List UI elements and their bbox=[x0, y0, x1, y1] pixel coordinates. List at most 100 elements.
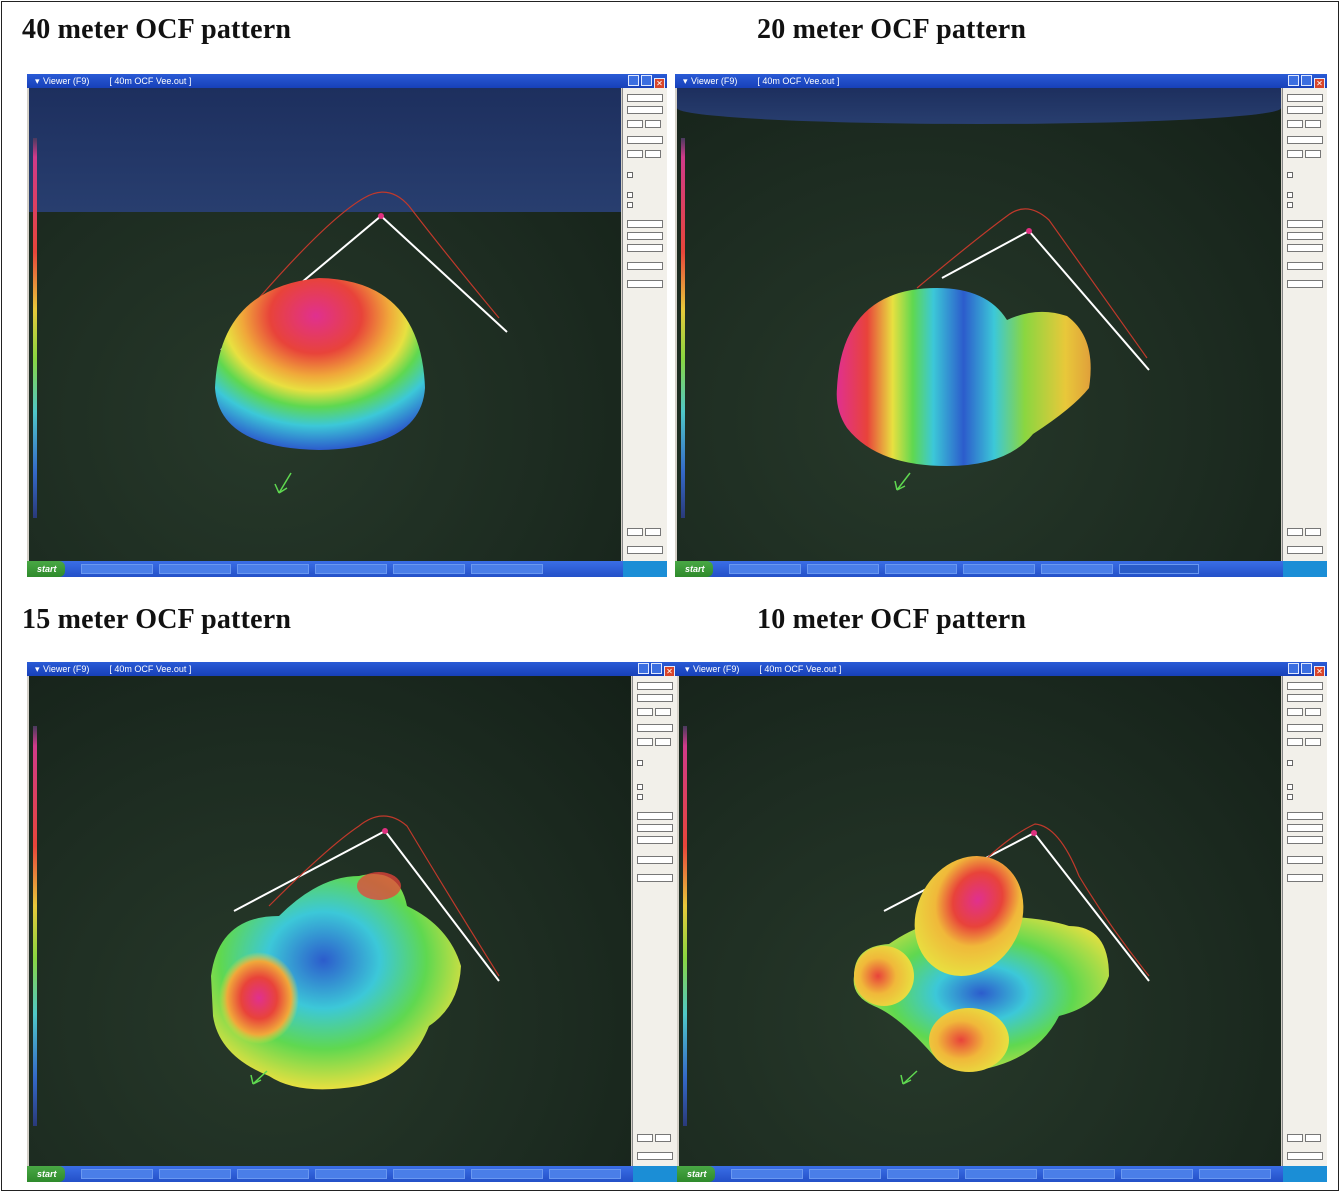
checkbox[interactable] bbox=[1287, 192, 1293, 198]
control-box[interactable] bbox=[637, 738, 653, 746]
dropdown[interactable] bbox=[1287, 262, 1323, 270]
control-box[interactable] bbox=[637, 724, 673, 732]
checkbox[interactable] bbox=[627, 172, 633, 178]
maximize-icon[interactable] bbox=[1301, 75, 1312, 86]
control-box[interactable] bbox=[1305, 1134, 1321, 1142]
taskbar-item[interactable] bbox=[237, 564, 309, 574]
taskbar-item[interactable] bbox=[237, 1169, 309, 1179]
taskbar-item[interactable] bbox=[315, 1169, 387, 1179]
control-box[interactable] bbox=[655, 1134, 671, 1142]
window-menu-icon[interactable]: ▾ bbox=[35, 664, 40, 674]
control-box[interactable] bbox=[637, 682, 673, 690]
checkbox[interactable] bbox=[637, 760, 643, 766]
taskbar-item[interactable] bbox=[731, 1169, 803, 1179]
control-box[interactable] bbox=[1287, 724, 1323, 732]
dropdown[interactable] bbox=[637, 856, 673, 864]
viewer-titlebar[interactable]: ▾ Viewer (F9)[ 40m OCF Vee.out ] ✕ bbox=[677, 662, 1327, 677]
maximize-icon[interactable] bbox=[651, 663, 662, 674]
minimize-icon[interactable] bbox=[638, 663, 649, 674]
taskbar-item[interactable] bbox=[809, 1169, 881, 1179]
taskbar-item[interactable] bbox=[81, 1169, 153, 1179]
control-box[interactable] bbox=[637, 1134, 653, 1142]
dropdown[interactable] bbox=[627, 262, 663, 270]
dropdown[interactable] bbox=[627, 232, 663, 240]
checkbox[interactable] bbox=[1287, 760, 1293, 766]
taskbar-item[interactable] bbox=[963, 564, 1035, 574]
control-box[interactable] bbox=[1287, 280, 1323, 288]
dropdown[interactable] bbox=[1287, 232, 1323, 240]
control-box[interactable] bbox=[1287, 528, 1303, 536]
control-box[interactable] bbox=[645, 528, 661, 536]
dropdown[interactable] bbox=[1287, 244, 1323, 252]
control-box[interactable] bbox=[1287, 708, 1303, 716]
taskbar-item[interactable] bbox=[1041, 564, 1113, 574]
start-button[interactable]: start bbox=[677, 1166, 715, 1182]
checkbox[interactable] bbox=[1287, 794, 1293, 800]
control-box[interactable] bbox=[627, 528, 643, 536]
control-box[interactable] bbox=[655, 738, 671, 746]
control-box[interactable] bbox=[1305, 120, 1321, 128]
taskbar-item[interactable] bbox=[159, 564, 231, 574]
3d-viewport[interactable] bbox=[29, 88, 621, 561]
control-box[interactable] bbox=[627, 136, 663, 144]
control-box[interactable] bbox=[1287, 682, 1323, 690]
taskbar-item[interactable] bbox=[807, 564, 879, 574]
minimize-icon[interactable] bbox=[1288, 75, 1299, 86]
taskbar-item[interactable] bbox=[1121, 1169, 1193, 1179]
control-box[interactable] bbox=[627, 94, 663, 102]
dropdown[interactable] bbox=[637, 812, 673, 820]
taskbar-item[interactable] bbox=[965, 1169, 1037, 1179]
taskbar-item[interactable] bbox=[1119, 564, 1199, 574]
taskbar-item[interactable] bbox=[393, 564, 465, 574]
taskbar-item[interactable] bbox=[393, 1169, 465, 1179]
taskbar-item[interactable] bbox=[1043, 1169, 1115, 1179]
control-box[interactable] bbox=[645, 120, 661, 128]
control-box[interactable] bbox=[1287, 694, 1323, 702]
control-box[interactable] bbox=[1287, 546, 1323, 554]
minimize-icon[interactable] bbox=[628, 75, 639, 86]
control-box[interactable] bbox=[637, 1152, 673, 1160]
taskbar-item[interactable] bbox=[81, 564, 153, 574]
taskbar-item[interactable] bbox=[1199, 1169, 1271, 1179]
taskbar-item[interactable] bbox=[471, 1169, 543, 1179]
checkbox[interactable] bbox=[1287, 784, 1293, 790]
control-box[interactable] bbox=[627, 120, 643, 128]
taskbar-item[interactable] bbox=[159, 1169, 231, 1179]
control-box[interactable] bbox=[1287, 136, 1323, 144]
control-box[interactable] bbox=[1287, 120, 1303, 128]
control-box[interactable] bbox=[1287, 1134, 1303, 1142]
control-box[interactable] bbox=[645, 150, 661, 158]
maximize-icon[interactable] bbox=[1301, 663, 1312, 674]
dropdown[interactable] bbox=[1287, 220, 1323, 228]
control-box[interactable] bbox=[637, 694, 673, 702]
dropdown[interactable] bbox=[1287, 856, 1323, 864]
viewer-titlebar[interactable]: ▾ Viewer (F9)[ 40m OCF Vee.out ] ✕ bbox=[27, 74, 667, 89]
control-box[interactable] bbox=[1305, 150, 1321, 158]
control-box[interactable] bbox=[1287, 738, 1303, 746]
taskbar-item[interactable] bbox=[315, 564, 387, 574]
control-box[interactable] bbox=[627, 106, 663, 114]
start-button[interactable]: start bbox=[27, 1166, 65, 1182]
control-box[interactable] bbox=[1287, 94, 1323, 102]
window-menu-icon[interactable]: ▾ bbox=[685, 664, 690, 674]
control-box[interactable] bbox=[1287, 150, 1303, 158]
taskbar-item[interactable] bbox=[549, 1169, 621, 1179]
dropdown[interactable] bbox=[1287, 812, 1323, 820]
start-button[interactable]: start bbox=[27, 561, 65, 577]
start-button[interactable]: start bbox=[675, 561, 713, 577]
control-box[interactable] bbox=[1287, 1152, 1323, 1160]
dropdown[interactable] bbox=[627, 220, 663, 228]
dropdown[interactable] bbox=[637, 824, 673, 832]
control-box[interactable] bbox=[627, 150, 643, 158]
maximize-icon[interactable] bbox=[641, 75, 652, 86]
control-box[interactable] bbox=[1287, 874, 1323, 882]
3d-viewport[interactable] bbox=[29, 676, 631, 1166]
control-box[interactable] bbox=[1305, 528, 1321, 536]
control-box[interactable] bbox=[1305, 738, 1321, 746]
checkbox[interactable] bbox=[1287, 202, 1293, 208]
dropdown[interactable] bbox=[1287, 824, 1323, 832]
checkbox[interactable] bbox=[1287, 172, 1293, 178]
taskbar-item[interactable] bbox=[885, 564, 957, 574]
dropdown[interactable] bbox=[627, 244, 663, 252]
control-box[interactable] bbox=[655, 708, 671, 716]
